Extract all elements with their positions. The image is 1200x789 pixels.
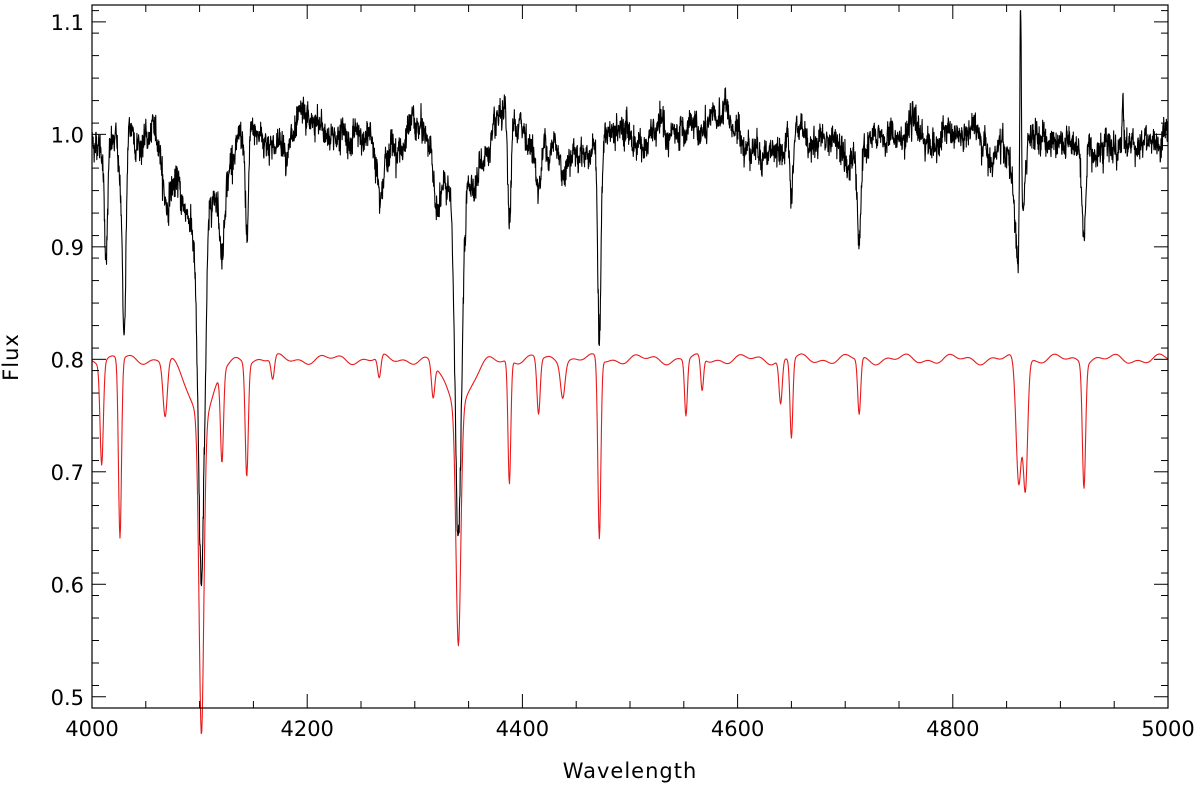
- y-axis-title: Flux: [0, 333, 23, 381]
- x-tick-label: 4400: [496, 717, 549, 741]
- observed-spectrum-line: [91, 9, 1169, 587]
- y-tick-label: 1.0: [51, 123, 84, 147]
- x-tick-label: 4800: [926, 717, 979, 741]
- y-tick-label: 0.7: [51, 461, 84, 485]
- series-layer: [91, 9, 1169, 735]
- x-tick-label: 5000: [1141, 717, 1194, 741]
- axes-layer: 4000 4200 4400 4600 4800 5000 0.5 0.6 0.7 0.8 0.9 1…: [51, 4, 1195, 741]
- x-tick-label: 4200: [280, 717, 333, 741]
- y-tick-label: 0.6: [51, 573, 84, 597]
- y-tick-label: 0.5: [51, 686, 84, 710]
- y-tick-label: 0.9: [51, 236, 84, 260]
- model-spectrum-line: [91, 353, 1169, 735]
- x-tick-label: 4000: [65, 717, 118, 741]
- y-tick-label: 1.1: [51, 11, 84, 35]
- x-tick-label: 4600: [711, 717, 764, 741]
- x-axis-title: Wavelength: [563, 759, 698, 783]
- y-tick-label: 0.8: [51, 348, 84, 372]
